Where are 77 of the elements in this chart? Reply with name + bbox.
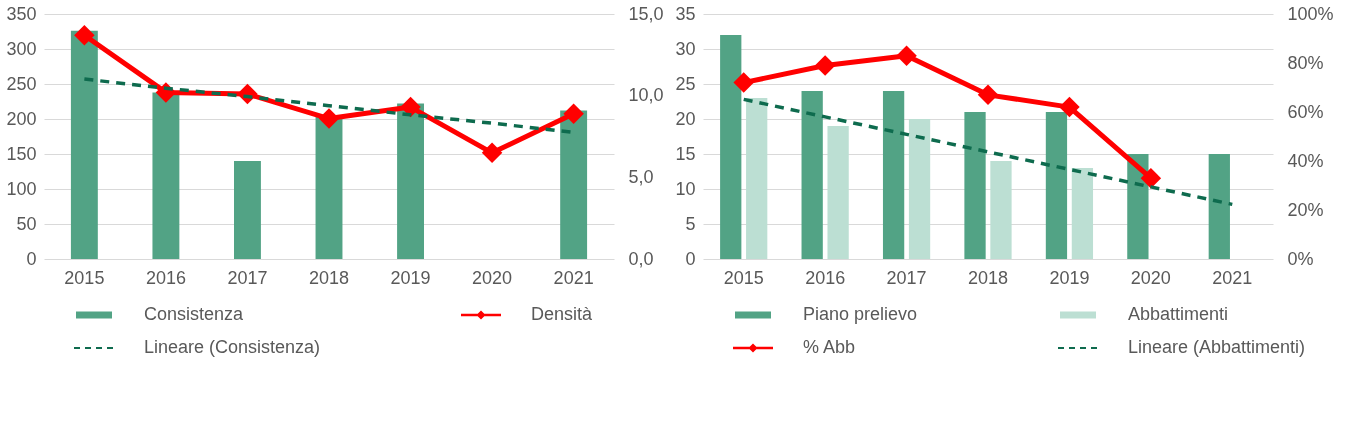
y-tick-label: 30: [675, 38, 696, 59]
y2-tick-label: 0,0: [628, 248, 654, 269]
y-tick-label: 300: [6, 38, 37, 59]
point: [896, 45, 917, 66]
legend-label: Piano prelievo: [803, 304, 918, 324]
point: [400, 96, 421, 118]
legend-label: Consistenza: [144, 304, 245, 324]
bar: [990, 161, 1012, 259]
y2-tick-label: 100%: [1287, 3, 1334, 24]
x-tick-label: 2018: [308, 267, 350, 288]
legend-label: Densità: [531, 304, 594, 324]
x-tick-label: 2015: [64, 267, 105, 288]
y-tick-label: 350: [6, 3, 37, 24]
x-tick-label: 2016: [805, 267, 846, 288]
y2-tick-label: 5,0: [628, 166, 654, 187]
y2-tick-label: 10,0: [628, 85, 664, 106]
x-tick-label: 2018: [967, 267, 1009, 288]
legend-label: Lineare (Consistenza): [144, 337, 321, 357]
point: [1059, 96, 1080, 118]
bar: [1208, 154, 1230, 259]
y-tick-label: 100: [6, 178, 37, 199]
y2-tick-label: 20%: [1287, 199, 1324, 220]
x-tick-label: 2016: [145, 267, 186, 288]
bar: [1127, 154, 1149, 259]
bar: [152, 92, 180, 259]
y-tick-label: 150: [6, 143, 37, 164]
legend-label: % Abb: [803, 337, 856, 357]
y-tick-label: 15: [675, 143, 696, 164]
y-tick-label: 200: [6, 108, 37, 129]
y-tick-label: 250: [6, 73, 37, 94]
point: [977, 84, 999, 106]
y2-tick-label: 15,0: [628, 3, 664, 24]
bar: [1045, 112, 1068, 259]
point: [733, 72, 754, 93]
x-tick-label: 2017: [886, 267, 927, 288]
point: [814, 55, 836, 76]
y-tick-label: 35: [675, 3, 696, 24]
point: [318, 108, 340, 129]
legend-label: Abbattimenti: [1128, 304, 1229, 324]
x-tick-label: 2021: [1212, 267, 1253, 288]
y2-tick-label: 60%: [1287, 101, 1324, 122]
bar: [908, 119, 931, 259]
y-tick-label: 25: [675, 73, 696, 94]
x-tick-label: 2017: [227, 267, 268, 288]
x-tick-label: 2015: [723, 267, 764, 288]
bar: [397, 103, 424, 259]
x-tick-label: 2019: [1049, 267, 1090, 288]
y-tick-label: 20: [675, 108, 696, 129]
x-tick-label: 2019: [390, 267, 431, 288]
bar: [560, 110, 588, 259]
y2-tick-label: 80%: [1287, 52, 1324, 73]
bar: [801, 91, 823, 259]
point: [74, 24, 95, 46]
bar: [1071, 168, 1094, 259]
bar: [720, 35, 742, 259]
line-series: [741, 97, 1235, 207]
x-tick-label: 2020: [1130, 267, 1171, 288]
bar: [234, 161, 261, 259]
y-tick-label: 0: [26, 248, 37, 269]
bar: [827, 126, 849, 259]
y-tick-label: 5: [685, 213, 696, 234]
y-tick-label: 10: [675, 178, 696, 199]
y2-tick-label: 0%: [1287, 248, 1314, 269]
x-tick-label: 2021: [553, 267, 594, 288]
point: [481, 142, 503, 164]
bar: [882, 91, 905, 259]
bar: [964, 112, 986, 259]
point: [1140, 167, 1162, 189]
bar: [70, 30, 98, 259]
y-tick-label: 0: [685, 248, 696, 269]
bar: [746, 98, 768, 259]
y2-tick-label: 40%: [1287, 150, 1324, 171]
x-tick-label: 2020: [472, 267, 513, 288]
y-tick-label: 50: [16, 213, 37, 234]
bar: [315, 115, 343, 259]
legend-label: Lineare (Abbattimenti): [1128, 337, 1306, 357]
point: [563, 103, 584, 124]
